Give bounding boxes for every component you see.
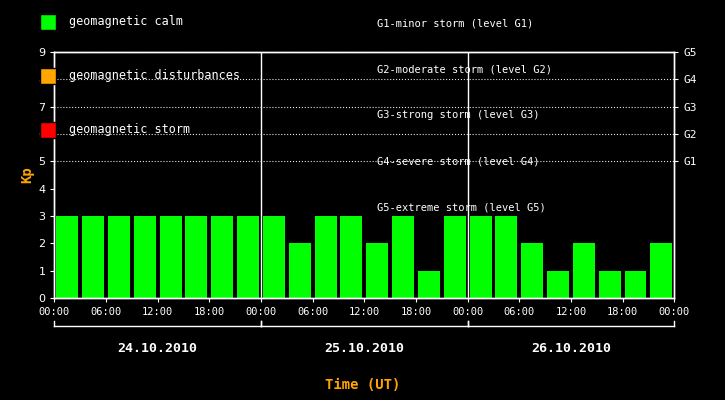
Bar [650, 243, 672, 298]
Text: Time (UT): Time (UT) [325, 378, 400, 392]
Bar [134, 216, 156, 298]
Bar [444, 216, 465, 298]
Text: G5-extreme storm (level G5): G5-extreme storm (level G5) [377, 202, 546, 212]
Text: G2-moderate storm (level G2): G2-moderate storm (level G2) [377, 64, 552, 74]
Text: 25.10.2010: 25.10.2010 [324, 342, 405, 354]
Bar [237, 216, 259, 298]
Text: G1-minor storm (level G1): G1-minor storm (level G1) [377, 18, 534, 28]
Bar [82, 216, 104, 298]
Bar [289, 243, 311, 298]
Bar [108, 216, 130, 298]
Text: G4-severe storm (level G4): G4-severe storm (level G4) [377, 156, 539, 166]
Bar [186, 216, 207, 298]
Text: geomagnetic disturbances: geomagnetic disturbances [69, 70, 240, 82]
Text: geomagnetic calm: geomagnetic calm [69, 16, 183, 28]
Text: 26.10.2010: 26.10.2010 [531, 342, 611, 354]
Bar [341, 216, 362, 298]
Bar [599, 271, 621, 298]
Bar [211, 216, 233, 298]
Bar [392, 216, 414, 298]
Bar [470, 216, 492, 298]
Bar [160, 216, 181, 298]
Y-axis label: Kp: Kp [20, 167, 34, 183]
Bar [547, 271, 569, 298]
Text: 24.10.2010: 24.10.2010 [117, 342, 198, 354]
Bar [521, 243, 543, 298]
Text: G3-strong storm (level G3): G3-strong storm (level G3) [377, 110, 539, 120]
Bar [315, 216, 336, 298]
Bar [573, 243, 594, 298]
Bar [366, 243, 388, 298]
Bar [418, 271, 440, 298]
Bar [263, 216, 285, 298]
Text: geomagnetic storm: geomagnetic storm [69, 124, 190, 136]
Bar [57, 216, 78, 298]
Bar [624, 271, 647, 298]
Bar [495, 216, 518, 298]
